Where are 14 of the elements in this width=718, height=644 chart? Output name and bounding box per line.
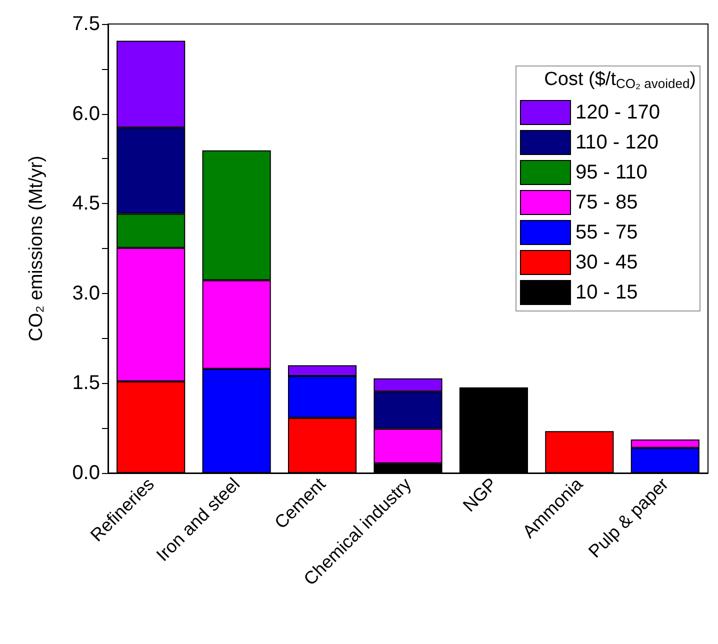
y-axis-title: CO₂ emissions (Mt/yr): [26, 156, 47, 342]
y-tick-label: 3.0: [72, 282, 100, 304]
legend-label: 95 - 110: [575, 162, 648, 184]
legend-label: 30 - 45: [575, 252, 638, 274]
y-tick-label: 1.5: [72, 372, 100, 394]
y-tick-label: 4.5: [72, 192, 100, 215]
y-tick-label: 6.0: [72, 102, 100, 125]
legend-label: 120 - 170: [575, 102, 660, 124]
y-tick-label: 7.5: [72, 13, 100, 35]
legend-label: 55 - 75: [575, 222, 638, 244]
legend-label: 110 - 120: [575, 132, 659, 154]
legend-label: 10 - 15: [575, 282, 638, 304]
legend-label: 75 - 85: [575, 192, 638, 214]
y-tick-label: 0.0: [72, 462, 100, 484]
